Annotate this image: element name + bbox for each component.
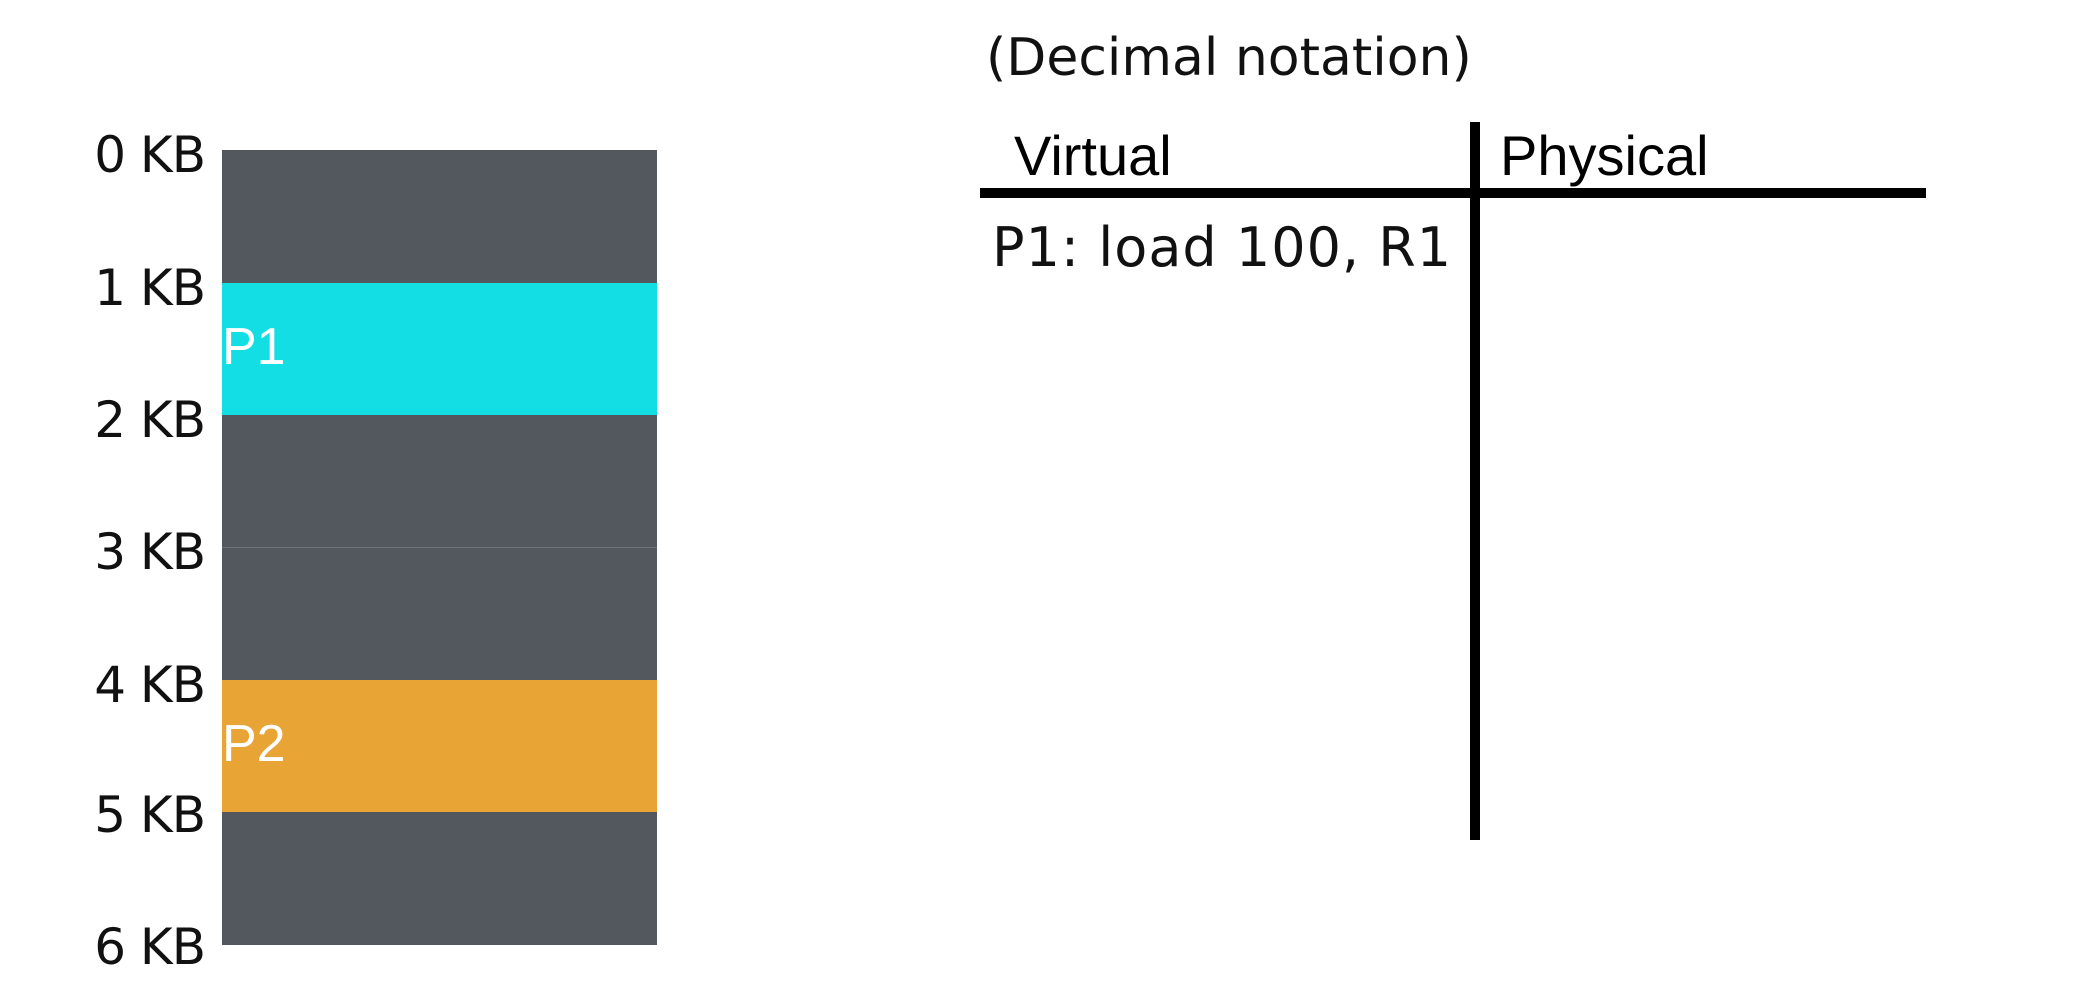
address-label-2kb: 2 KB [94, 391, 206, 449]
address-label-4kb: 4 KB [94, 656, 206, 714]
physical-memory-column: P1 P2 [222, 150, 657, 945]
free-segment [222, 150, 657, 283]
address-label-5kb: 5 KB [94, 786, 206, 844]
virtual-header: Virtual [1014, 124, 1172, 187]
process-p2-label: P2 [222, 715, 286, 773]
process-p1-segment: P1 [222, 283, 657, 415]
address-label-0kb: 0 KB [94, 126, 206, 184]
segment-divider [222, 547, 657, 548]
process-p1-label: P1 [222, 318, 286, 376]
table-header-rule [980, 188, 1926, 198]
table-row-virtual: P1: load 100, R1 [992, 216, 1453, 279]
table-column-rule [1470, 122, 1480, 840]
free-segment [222, 812, 657, 945]
physical-header: Physical [1500, 124, 1709, 187]
address-label-1kb: 1 KB [94, 259, 206, 317]
address-label-6kb: 6 KB [94, 918, 206, 976]
notation-note: (Decimal notation) [986, 28, 1472, 88]
address-label-3kb: 3 KB [94, 523, 206, 581]
process-p2-segment: P2 [222, 680, 657, 812]
